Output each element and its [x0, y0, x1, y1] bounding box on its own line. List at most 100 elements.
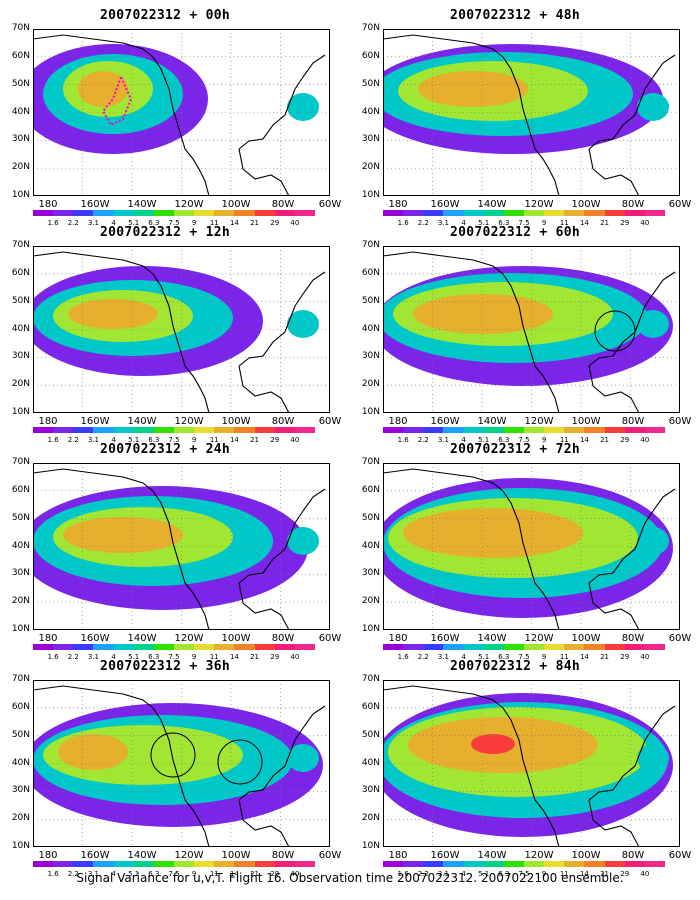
colorbar-swatch	[423, 644, 444, 650]
colorbar-label: 7.5	[168, 219, 180, 227]
colorbar-swatch	[93, 644, 114, 650]
colorbar-label: 14	[229, 219, 239, 227]
colorbar-swatch	[483, 644, 504, 650]
lat-label: 70N	[11, 457, 30, 467]
colorbar-swatch	[564, 644, 585, 650]
lon-label: 180	[388, 633, 408, 644]
colorbar-swatch	[523, 210, 545, 216]
lon-label: 160W	[430, 633, 460, 644]
lat-label: 20N	[361, 162, 380, 173]
lon-label: 80W	[621, 199, 645, 210]
variance-map	[33, 29, 330, 196]
colorbar-swatch	[194, 427, 215, 433]
colorbar-label: 2.2	[67, 653, 79, 661]
lon-label: 140W	[127, 199, 157, 210]
coastline	[502, 707, 560, 847]
colorbar-swatch	[73, 861, 94, 867]
colorbar-label: 14	[579, 436, 589, 444]
lon-label: 60W	[668, 199, 692, 210]
colorbar-swatch	[383, 644, 404, 650]
colorbar-swatch	[274, 861, 295, 867]
variance-contour	[637, 93, 669, 121]
lon-label: 60W	[318, 850, 342, 861]
colorbar-label: 2.2	[417, 653, 429, 661]
coastline	[502, 490, 560, 630]
colorbar-label: 29	[620, 436, 630, 444]
colorbar-swatch	[93, 427, 114, 433]
colorbar-label: 21	[250, 653, 260, 661]
colorbar-label: 1.6	[397, 653, 409, 661]
colorbar-label: 14	[229, 653, 239, 661]
colorbar-swatch	[584, 210, 605, 216]
colorbar-swatch	[544, 861, 565, 867]
highlight-circle	[150, 732, 196, 778]
colorbar-swatch	[33, 644, 54, 650]
colorbar-swatch	[443, 644, 464, 650]
colorbar-label: 14	[579, 870, 589, 878]
colorbar-label: 5.1	[478, 870, 490, 878]
colorbar-label: 9	[541, 436, 547, 444]
lat-label: 10N	[11, 190, 30, 200]
lat-label: 10N	[361, 407, 380, 417]
lat-label: 40N	[361, 323, 380, 334]
colorbar-label: 11	[559, 870, 569, 878]
lon-label: 180	[388, 416, 408, 427]
coastline	[383, 34, 504, 58]
colorbar-labels: 1.6 2.2 3.1 4 5.1 6.3 7.5 9 11 14 21 29 40	[383, 219, 665, 229]
colorbar-label: 14	[579, 653, 589, 661]
colorbar-swatch	[153, 644, 174, 650]
colorbar-swatch	[604, 861, 625, 867]
colorbar	[383, 644, 665, 654]
colorbar-swatch	[403, 861, 424, 867]
colorbar-swatch	[234, 861, 255, 867]
coastline	[588, 365, 640, 413]
colorbar-swatch	[564, 427, 585, 433]
variance-contour	[287, 310, 319, 338]
coastline	[152, 273, 210, 413]
variance-contour	[63, 517, 183, 553]
colorbar-swatch	[173, 644, 195, 650]
colorbar	[383, 427, 665, 437]
colorbar-label: 6.3	[148, 870, 160, 878]
lat-label: 60N	[361, 484, 380, 495]
lat-label: 50N	[361, 729, 380, 740]
colorbar-swatch	[153, 210, 174, 216]
colorbar-swatch	[133, 427, 154, 433]
lon-label: 180	[388, 199, 408, 210]
colorbar-swatch	[254, 861, 275, 867]
colorbar-label: 9	[191, 219, 197, 227]
lon-label: 180	[38, 416, 58, 427]
lon-label: 140W	[477, 199, 507, 210]
colorbar-label: 3.1	[87, 219, 99, 227]
lon-label: 120W	[524, 850, 554, 861]
colorbar-swatch	[153, 861, 174, 867]
lat-label: 70N	[361, 674, 380, 684]
lat-label: 40N	[11, 757, 30, 768]
variance-map	[383, 246, 680, 413]
lon-label: 180	[38, 633, 58, 644]
lon-label: 80W	[621, 633, 645, 644]
lat-label: 10N	[11, 841, 30, 851]
colorbar-label: 11	[559, 653, 569, 661]
colorbar-swatch	[463, 644, 484, 650]
colorbar-swatch	[214, 861, 235, 867]
variance-map	[383, 463, 680, 630]
colorbar-swatch	[113, 861, 134, 867]
variance-map	[33, 463, 330, 630]
coastline	[152, 56, 210, 196]
colorbar-swatch	[564, 861, 585, 867]
lat-label: 30N	[11, 351, 30, 362]
lat-label: 70N	[361, 240, 380, 250]
map-panel: 2007022312 + 60h 70N 60N 50N 40N 30N 20N 10N 180…	[350, 225, 692, 444]
variance-contour	[287, 93, 319, 121]
lon-label: 120W	[174, 850, 204, 861]
panel-title: 2007022312 + 00h	[99, 8, 231, 23]
colorbar-label: 21	[250, 436, 260, 444]
variance-map	[33, 246, 330, 413]
map-panel: 2007022312 + 24h 70N 60N 50N 40N 30N 20N 10N 180…	[0, 442, 342, 661]
colorbar-label: 3.1	[437, 653, 449, 661]
lon-label: 120W	[524, 633, 554, 644]
map-panel: 2007022312 + 84h 70N 60N 50N 40N 30N 20N 10N 180…	[350, 659, 692, 878]
lon-label: 80W	[271, 633, 295, 644]
colorbar-label: 14	[229, 436, 239, 444]
